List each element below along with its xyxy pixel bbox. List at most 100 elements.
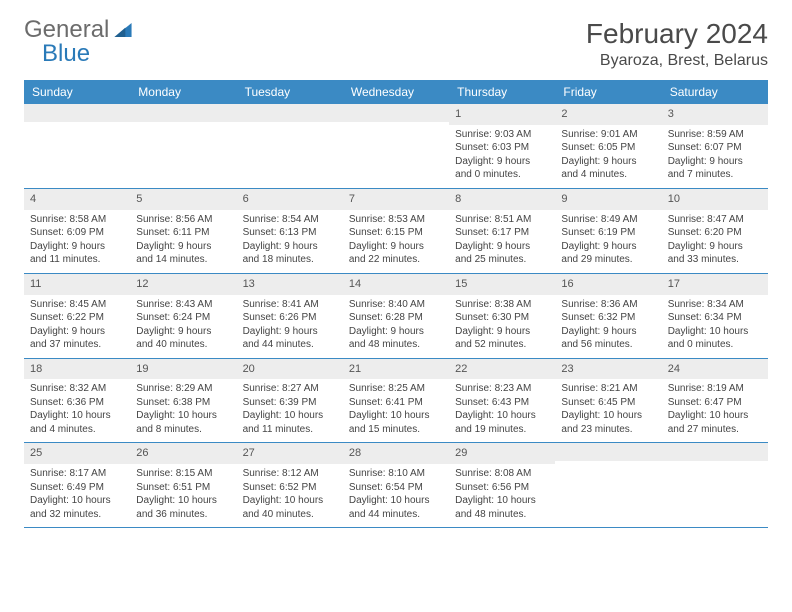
day-number: 16 [555, 274, 661, 295]
day-cell: 25Sunrise: 8:17 AMSunset: 6:49 PMDayligh… [24, 443, 130, 527]
sunset-line: Sunset: 6:11 PM [136, 226, 230, 240]
sunset-line: Sunset: 6:05 PM [561, 141, 655, 155]
day-cell: 14Sunrise: 8:40 AMSunset: 6:28 PMDayligh… [343, 274, 449, 358]
day-cell: 7Sunrise: 8:53 AMSunset: 6:15 PMDaylight… [343, 189, 449, 273]
day-header-thursday: Thursday [449, 80, 555, 104]
daylight-line1: Daylight: 9 hours [455, 325, 549, 339]
day-cell: 22Sunrise: 8:23 AMSunset: 6:43 PMDayligh… [449, 359, 555, 443]
day-cell: 19Sunrise: 8:29 AMSunset: 6:38 PMDayligh… [130, 359, 236, 443]
sunrise-line: Sunrise: 8:45 AM [30, 298, 124, 312]
sunset-line: Sunset: 6:49 PM [30, 481, 124, 495]
sunset-line: Sunset: 6:56 PM [455, 481, 549, 495]
sunrise-line: Sunrise: 8:51 AM [455, 213, 549, 227]
day-number [343, 104, 449, 122]
day-details: Sunrise: 8:47 AMSunset: 6:20 PMDaylight:… [662, 210, 768, 273]
daylight-line2: and 48 minutes. [349, 338, 443, 352]
sunrise-line: Sunrise: 9:01 AM [561, 128, 655, 142]
week-row: 1Sunrise: 9:03 AMSunset: 6:03 PMDaylight… [24, 104, 768, 189]
sunset-line: Sunset: 6:24 PM [136, 311, 230, 325]
daylight-line2: and 44 minutes. [349, 508, 443, 522]
day-details: Sunrise: 8:10 AMSunset: 6:54 PMDaylight:… [343, 464, 449, 527]
daylight-line1: Daylight: 10 hours [455, 494, 549, 508]
day-header-row: SundayMondayTuesdayWednesdayThursdayFrid… [24, 80, 768, 104]
day-details: Sunrise: 8:15 AMSunset: 6:51 PMDaylight:… [130, 464, 236, 527]
day-details [343, 122, 449, 172]
day-details: Sunrise: 8:27 AMSunset: 6:39 PMDaylight:… [237, 379, 343, 442]
sunset-line: Sunset: 6:28 PM [349, 311, 443, 325]
daylight-line2: and 8 minutes. [136, 423, 230, 437]
daylight-line1: Daylight: 10 hours [243, 494, 337, 508]
day-details: Sunrise: 8:17 AMSunset: 6:49 PMDaylight:… [24, 464, 130, 527]
day-number: 25 [24, 443, 130, 464]
sunset-line: Sunset: 6:07 PM [668, 141, 762, 155]
empty-cell [555, 443, 661, 527]
logo: GeneralBlue [24, 18, 133, 66]
day-details: Sunrise: 8:59 AMSunset: 6:07 PMDaylight:… [662, 125, 768, 188]
daylight-line1: Daylight: 9 hours [668, 155, 762, 169]
day-number: 20 [237, 359, 343, 380]
daylight-line2: and 11 minutes. [243, 423, 337, 437]
day-cell: 13Sunrise: 8:41 AMSunset: 6:26 PMDayligh… [237, 274, 343, 358]
day-number: 5 [130, 189, 236, 210]
empty-cell [237, 104, 343, 188]
daylight-line2: and 22 minutes. [349, 253, 443, 267]
day-details: Sunrise: 8:54 AMSunset: 6:13 PMDaylight:… [237, 210, 343, 273]
week-row: 11Sunrise: 8:45 AMSunset: 6:22 PMDayligh… [24, 274, 768, 359]
day-number: 13 [237, 274, 343, 295]
sunset-line: Sunset: 6:51 PM [136, 481, 230, 495]
day-details [24, 122, 130, 172]
day-details: Sunrise: 8:08 AMSunset: 6:56 PMDaylight:… [449, 464, 555, 527]
daylight-line2: and 23 minutes. [561, 423, 655, 437]
day-details: Sunrise: 8:53 AMSunset: 6:15 PMDaylight:… [343, 210, 449, 273]
daylight-line1: Daylight: 9 hours [455, 240, 549, 254]
sunrise-line: Sunrise: 8:08 AM [455, 467, 549, 481]
page-header: GeneralBlue February 2024 Byaroza, Brest… [24, 18, 768, 70]
day-number [662, 443, 768, 461]
day-number: 18 [24, 359, 130, 380]
daylight-line1: Daylight: 9 hours [136, 325, 230, 339]
day-cell: 4Sunrise: 8:58 AMSunset: 6:09 PMDaylight… [24, 189, 130, 273]
sunrise-line: Sunrise: 8:58 AM [30, 213, 124, 227]
day-cell: 24Sunrise: 8:19 AMSunset: 6:47 PMDayligh… [662, 359, 768, 443]
day-cell: 12Sunrise: 8:43 AMSunset: 6:24 PMDayligh… [130, 274, 236, 358]
sunset-line: Sunset: 6:20 PM [668, 226, 762, 240]
daylight-line2: and 11 minutes. [30, 253, 124, 267]
sunset-line: Sunset: 6:13 PM [243, 226, 337, 240]
daylight-line2: and 52 minutes. [455, 338, 549, 352]
day-details: Sunrise: 8:36 AMSunset: 6:32 PMDaylight:… [555, 295, 661, 358]
daylight-line2: and 48 minutes. [455, 508, 549, 522]
sunrise-line: Sunrise: 8:38 AM [455, 298, 549, 312]
sunset-line: Sunset: 6:38 PM [136, 396, 230, 410]
daylight-line1: Daylight: 10 hours [136, 409, 230, 423]
day-cell: 5 Sunrise: 8:56 AMSunset: 6:11 PMDaylight… [130, 189, 236, 273]
day-details: Sunrise: 8:23 AMSunset: 6:43 PMDaylight:… [449, 379, 555, 442]
sunrise-line: Sunrise: 8:19 AM [668, 382, 762, 396]
day-number: 19 [130, 359, 236, 380]
sunset-line: Sunset: 6:36 PM [30, 396, 124, 410]
day-number: 2 [555, 104, 661, 125]
daylight-line2: and 0 minutes. [455, 168, 549, 182]
day-cell: 8Sunrise: 8:51 AMSunset: 6:17 PMDaylight… [449, 189, 555, 273]
empty-cell [24, 104, 130, 188]
calendar: SundayMondayTuesdayWednesdayThursdayFrid… [24, 80, 768, 528]
day-cell: 10Sunrise: 8:47 AMSunset: 6:20 PMDayligh… [662, 189, 768, 273]
sunrise-line: Sunrise: 8:53 AM [349, 213, 443, 227]
daylight-line2: and 32 minutes. [30, 508, 124, 522]
day-number: 14 [343, 274, 449, 295]
daylight-line2: and 25 minutes. [455, 253, 549, 267]
daylight-line1: Daylight: 10 hours [30, 409, 124, 423]
sunset-line: Sunset: 6:43 PM [455, 396, 549, 410]
sunset-line: Sunset: 6:17 PM [455, 226, 549, 240]
sunrise-line: Sunrise: 8:32 AM [30, 382, 124, 396]
sunrise-line: Sunrise: 8:15 AM [136, 467, 230, 481]
sunset-line: Sunset: 6:26 PM [243, 311, 337, 325]
sunrise-line: Sunrise: 8:56 AM [136, 213, 230, 227]
day-number: 12 [130, 274, 236, 295]
day-header-saturday: Saturday [662, 80, 768, 104]
sunrise-line: Sunrise: 8:49 AM [561, 213, 655, 227]
daylight-line1: Daylight: 9 hours [136, 240, 230, 254]
sunrise-line: Sunrise: 8:27 AM [243, 382, 337, 396]
day-details: Sunrise: 8:19 AMSunset: 6:47 PMDaylight:… [662, 379, 768, 442]
day-details: Sunrise: 8:25 AMSunset: 6:41 PMDaylight:… [343, 379, 449, 442]
sunrise-line: Sunrise: 8:17 AM [30, 467, 124, 481]
